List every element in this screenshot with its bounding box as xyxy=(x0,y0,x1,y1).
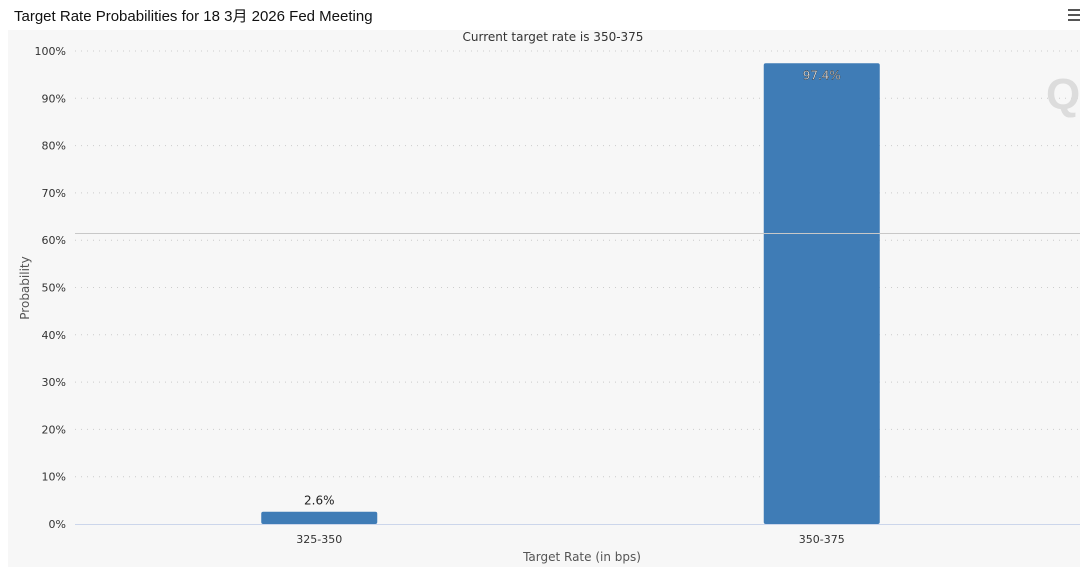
y-tick-label: 60% xyxy=(42,234,66,247)
y-tick-label: 40% xyxy=(42,329,66,342)
y-tick-label: 10% xyxy=(42,471,66,484)
y-tick-label: 20% xyxy=(42,423,66,436)
data-label: 97.4% xyxy=(803,68,841,82)
bar-350-375[interactable] xyxy=(763,63,880,524)
page-title: Target Rate Probabilities for 18 3月 2026… xyxy=(14,8,373,25)
bar-325-350[interactable] xyxy=(261,511,378,524)
hamburger-menu-icon[interactable] xyxy=(1068,9,1080,23)
data-label: 2.6% xyxy=(304,494,335,508)
y-tick-label: 90% xyxy=(42,92,66,105)
y-tick-label: 0% xyxy=(49,518,66,531)
chart-area xyxy=(8,30,1080,567)
x-tick-label: 325-350 xyxy=(296,533,342,546)
y-tick-label: 80% xyxy=(42,140,66,153)
x-axis-label: Target Rate (in bps) xyxy=(522,550,641,564)
watermark-logo: Q xyxy=(1046,70,1080,119)
y-tick-label: 50% xyxy=(42,282,66,295)
chart-subtitle: Current target rate is 350-375 xyxy=(463,30,644,44)
y-axis-ticks: 0% 10% 20% 30% 40% 50% 60% 70% 80% 90% 100% xyxy=(35,45,66,531)
bars: 2.6% 97.4% xyxy=(261,63,880,524)
y-tick-label: 30% xyxy=(42,376,66,389)
y-tick-label: 100% xyxy=(35,45,66,58)
y-axis-label: Probability xyxy=(18,256,32,319)
x-tick-label: 350-375 xyxy=(799,533,845,546)
x-axis-ticks: 325-350 350-375 xyxy=(296,533,844,546)
y-tick-label: 70% xyxy=(42,187,66,200)
grid-lines xyxy=(75,50,1080,478)
